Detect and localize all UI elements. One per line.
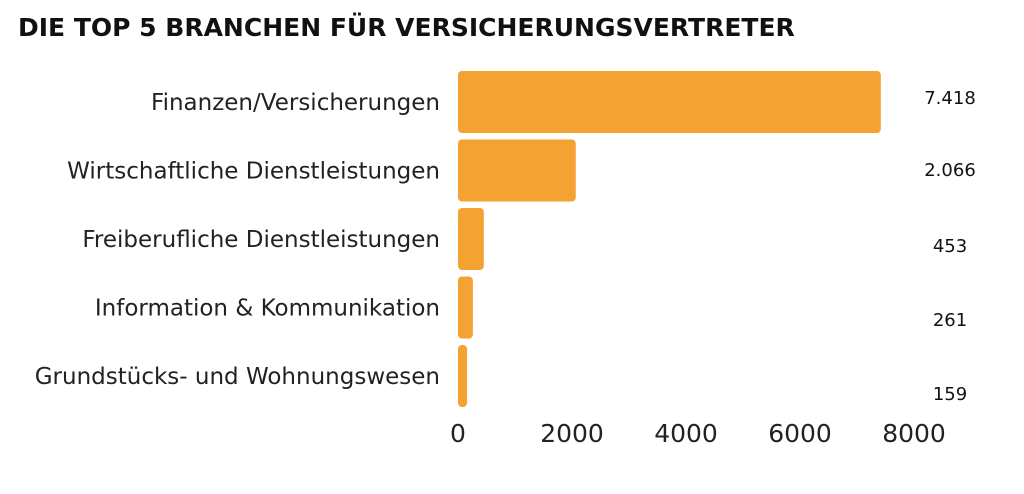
x-tick-label-5: 8000 xyxy=(882,419,946,448)
bar-3 xyxy=(458,208,484,270)
x-tick-label-3: 4000 xyxy=(654,419,718,448)
category-label-2: Wirtschaftliche Dienstleistungen xyxy=(67,159,440,185)
category-label-5: Grundstücks- und Wohnungswesen xyxy=(35,364,440,390)
bar-5 xyxy=(458,345,468,407)
x-tick-label-4: 6000 xyxy=(768,419,832,448)
chart-title: DIE TOP 5 BRANCHEN FÜR VERSICHERUNGSVERT… xyxy=(18,12,795,42)
value-labels: 7.418 2.066 453 261 159 xyxy=(924,88,976,405)
x-tick-label-1: 0 xyxy=(450,419,466,448)
value-label-2: 2.066 xyxy=(924,160,976,181)
bar-4 xyxy=(458,276,473,339)
value-label-3: 453 xyxy=(933,236,967,257)
bar-2 xyxy=(458,139,576,202)
value-label-4: 261 xyxy=(933,310,967,331)
category-label-1: Finanzen/Versicherungen xyxy=(151,90,440,116)
category-labels: Finanzen/Versicherungen Wirtschaftliche D… xyxy=(35,90,440,390)
bar-1 xyxy=(458,71,881,133)
x-axis-ticks: 0 2000 4000 6000 8000 xyxy=(450,419,946,448)
value-label-1: 7.418 xyxy=(924,88,976,109)
value-label-5: 159 xyxy=(933,384,967,405)
category-label-3: Freiberufliche Dienstleistungen xyxy=(82,227,440,253)
x-tick-label-2: 2000 xyxy=(540,419,604,448)
bars-group xyxy=(458,71,881,407)
category-label-4: Information & Kommunikation xyxy=(95,296,440,322)
